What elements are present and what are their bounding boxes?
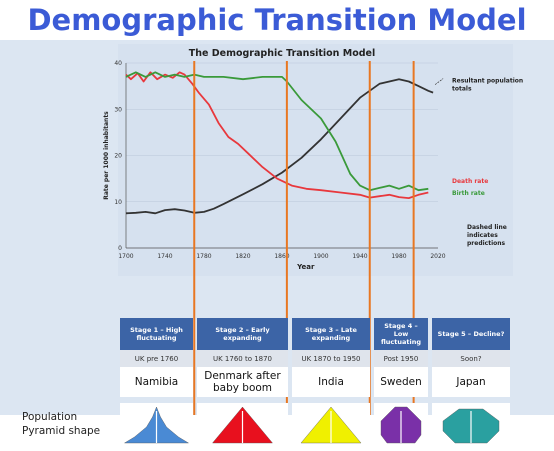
pyramid-cell-3 — [292, 403, 370, 447]
x-axis-label: Year — [296, 263, 315, 271]
chart-title: The Demographic Transition Model — [189, 48, 375, 59]
stage-example-4: Post 1950 — [374, 350, 428, 367]
stage-header-3: Stage 3 – Late expanding — [292, 318, 370, 350]
stage-country-4: Sweden — [374, 367, 428, 397]
stage-example-5: Soon? — [432, 350, 510, 367]
pyramid-4 — [380, 406, 422, 444]
population-pointer — [434, 78, 444, 85]
pyramid-cell-5 — [432, 403, 510, 447]
pyramid-label: Population Pyramid shape — [22, 411, 101, 437]
stage-example-3: UK 1870 to 1950 — [292, 350, 370, 367]
series-line-death-rate — [125, 71, 429, 200]
stage-example-2: UK 1760 to 1870 — [197, 350, 288, 367]
x-tick-label: 1860 — [274, 253, 289, 260]
x-tick-label: 1980 — [391, 253, 406, 260]
stage-country-2: Denmark after baby boom — [197, 367, 288, 397]
pyramid-5 — [442, 408, 500, 444]
x-tick-label: 1740 — [157, 253, 172, 260]
stage-country-1: Namibia — [120, 367, 193, 397]
pyramid-cell-2 — [197, 403, 288, 447]
x-tick-label: 1700 — [118, 253, 133, 260]
stage-country-3: India — [292, 367, 370, 397]
series-line-resultant-population-totals — [125, 78, 434, 215]
stage-header-4: Stage 4 – Low fluctuating — [374, 318, 428, 350]
y-tick-label: 40 — [114, 60, 122, 67]
stage-header-2: Stage 2 – Early expanding — [197, 318, 288, 350]
pyramid-cell-1 — [120, 403, 193, 447]
x-tick-label: 1940 — [352, 253, 367, 260]
series-line-birth-rate — [125, 71, 429, 192]
y-tick-label: 10 — [114, 199, 122, 206]
x-tick-label: 2020 — [430, 253, 445, 260]
y-tick-label: 0 — [118, 245, 122, 252]
y-tick-label: 20 — [114, 153, 122, 160]
pyramid-cell-4 — [374, 403, 428, 447]
stage-header-1: Stage 1 – High fluctuating — [120, 318, 193, 350]
x-tick-label: 1780 — [196, 253, 211, 260]
stage-example-1: UK pre 1760 — [120, 350, 193, 367]
x-tick-label: 1900 — [313, 253, 328, 260]
pyramid-3 — [300, 406, 362, 444]
population-annotation: Resultant population totals — [452, 78, 523, 93]
stage-header-5: Stage 5 – Decline? — [432, 318, 510, 350]
chart-panel — [118, 44, 513, 276]
x-tick-label: 1820 — [235, 253, 250, 260]
y-axis-label: Rate per 1000 inhabitants — [103, 111, 110, 200]
chart: The Demographic Transition Model 0 10 20 30 4… — [103, 44, 523, 415]
birth-rate-annotation: Birth rate — [452, 190, 485, 197]
slide-body: The Demographic Transition Model 0 10 20 30 4… — [0, 40, 554, 447]
stage-country-5: Japan — [432, 367, 510, 397]
pyramid-1 — [123, 406, 190, 444]
dashed-line-note: Dashed line indicates predictions — [467, 224, 507, 247]
y-tick-label: 30 — [114, 106, 122, 113]
pyramid-2 — [212, 406, 273, 444]
death-rate-annotation: Death rate — [452, 178, 488, 185]
headline: Demographic Transition Model — [27, 3, 527, 37]
